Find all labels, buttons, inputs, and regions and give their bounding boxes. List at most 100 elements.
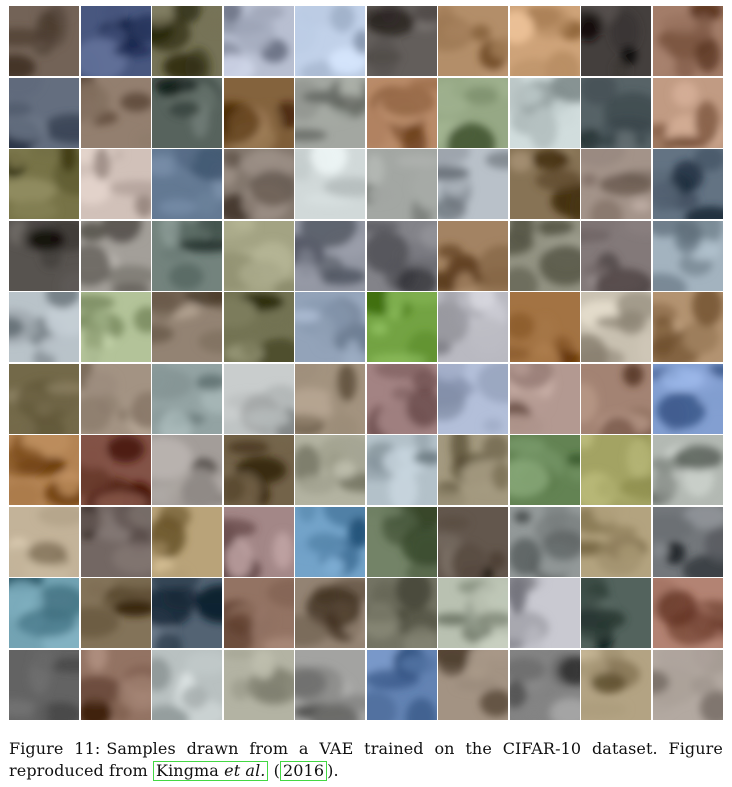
citation-etal: et al. (224, 761, 266, 780)
sample-image (581, 435, 652, 506)
sample-image (152, 6, 223, 77)
sample-image-graphic (295, 6, 366, 77)
sample-image-graphic (152, 6, 223, 77)
sample-image-graphic (223, 77, 294, 148)
sample-image (152, 506, 223, 577)
sample-image (80, 506, 151, 577)
sample-image-graphic (438, 435, 509, 506)
sample-image (80, 6, 151, 77)
sample-image-graphic (9, 220, 80, 291)
sample-image-graphic (9, 149, 80, 220)
sample-image (9, 649, 80, 720)
sample-image (438, 506, 509, 577)
sample-image-graphic (438, 292, 509, 363)
sample-image-graphic (295, 435, 366, 506)
sample-image-graphic (80, 363, 151, 434)
sample-image (509, 435, 580, 506)
caption-text: Samples drawn from a VAE trained on the … (9, 739, 723, 780)
sample-image (295, 6, 366, 77)
sample-image (152, 578, 223, 649)
sample-image-graphic (366, 435, 437, 506)
sample-image (9, 435, 80, 506)
sample-image (438, 363, 509, 434)
sample-image-graphic (9, 649, 80, 720)
sample-image (509, 363, 580, 434)
sample-image-graphic (509, 220, 580, 291)
sample-image-graphic (438, 6, 509, 77)
sample-image-graphic (223, 435, 294, 506)
sample-image (366, 292, 437, 363)
sample-image-graphic (581, 363, 652, 434)
sample-image (223, 149, 294, 220)
sample-image-graphic (438, 363, 509, 434)
sample-image (438, 435, 509, 506)
sample-image (223, 220, 294, 291)
sample-image (366, 6, 437, 77)
sample-image-graphic (152, 77, 223, 148)
sample-image-graphic (295, 363, 366, 434)
citation-year-close: ). (327, 761, 339, 780)
sample-image-graphic (223, 363, 294, 434)
sample-image (581, 292, 652, 363)
sample-image-graphic (581, 77, 652, 148)
sample-image (80, 435, 151, 506)
sample-image-graphic (9, 506, 80, 577)
sample-image (438, 6, 509, 77)
sample-image-graphic (80, 220, 151, 291)
sample-image-graphic (9, 578, 80, 649)
sample-image-graphic (652, 149, 723, 220)
sample-image (652, 506, 723, 577)
sample-image-graphic (152, 363, 223, 434)
sample-image (223, 506, 294, 577)
sample-image (223, 292, 294, 363)
sample-image (438, 220, 509, 291)
sample-image-graphic (652, 6, 723, 77)
sample-image (295, 149, 366, 220)
sample-image (509, 649, 580, 720)
sample-image (80, 649, 151, 720)
sample-image-graphic (509, 77, 580, 148)
sample-image (509, 578, 580, 649)
sample-image (223, 363, 294, 434)
sample-image-graphic (366, 363, 437, 434)
sample-image-graphic (581, 506, 652, 577)
sample-image-graphic (652, 363, 723, 434)
sample-image (366, 220, 437, 291)
sample-image-graphic (366, 77, 437, 148)
sample-image (80, 363, 151, 434)
citation-author: Kingma (156, 761, 219, 780)
sample-image (581, 578, 652, 649)
sample-image-graphic (438, 149, 509, 220)
sample-image-graphic (366, 578, 437, 649)
sample-image-graphic (295, 649, 366, 720)
sample-image-graphic (152, 292, 223, 363)
sample-image-graphic (652, 292, 723, 363)
sample-image-graphic (80, 149, 151, 220)
sample-image (80, 292, 151, 363)
sample-image (80, 578, 151, 649)
sample-image (152, 292, 223, 363)
sample-image (652, 149, 723, 220)
sample-image-graphic (223, 292, 294, 363)
sample-image (9, 292, 80, 363)
sample-image (80, 220, 151, 291)
citation-link-year[interactable]: 2016 (280, 761, 328, 781)
sample-image-graphic (80, 6, 151, 77)
citation-link-author[interactable]: Kingma et al. (153, 761, 269, 781)
sample-image (509, 220, 580, 291)
sample-image (9, 6, 80, 77)
sample-image-graphic (152, 149, 223, 220)
sample-image-graphic (509, 649, 580, 720)
sample-image-graphic (366, 506, 437, 577)
sample-image-graphic (366, 292, 437, 363)
sample-image (295, 435, 366, 506)
sample-image-graphic (581, 649, 652, 720)
figure-caption: Figure 11: Samples drawn from a VAE train… (9, 738, 723, 782)
sample-image-graphic (509, 363, 580, 434)
sample-image (581, 149, 652, 220)
sample-image-graphic (152, 506, 223, 577)
sample-image (152, 149, 223, 220)
sample-image (438, 77, 509, 148)
sample-image-graphic (366, 149, 437, 220)
sample-image-graphic (652, 220, 723, 291)
